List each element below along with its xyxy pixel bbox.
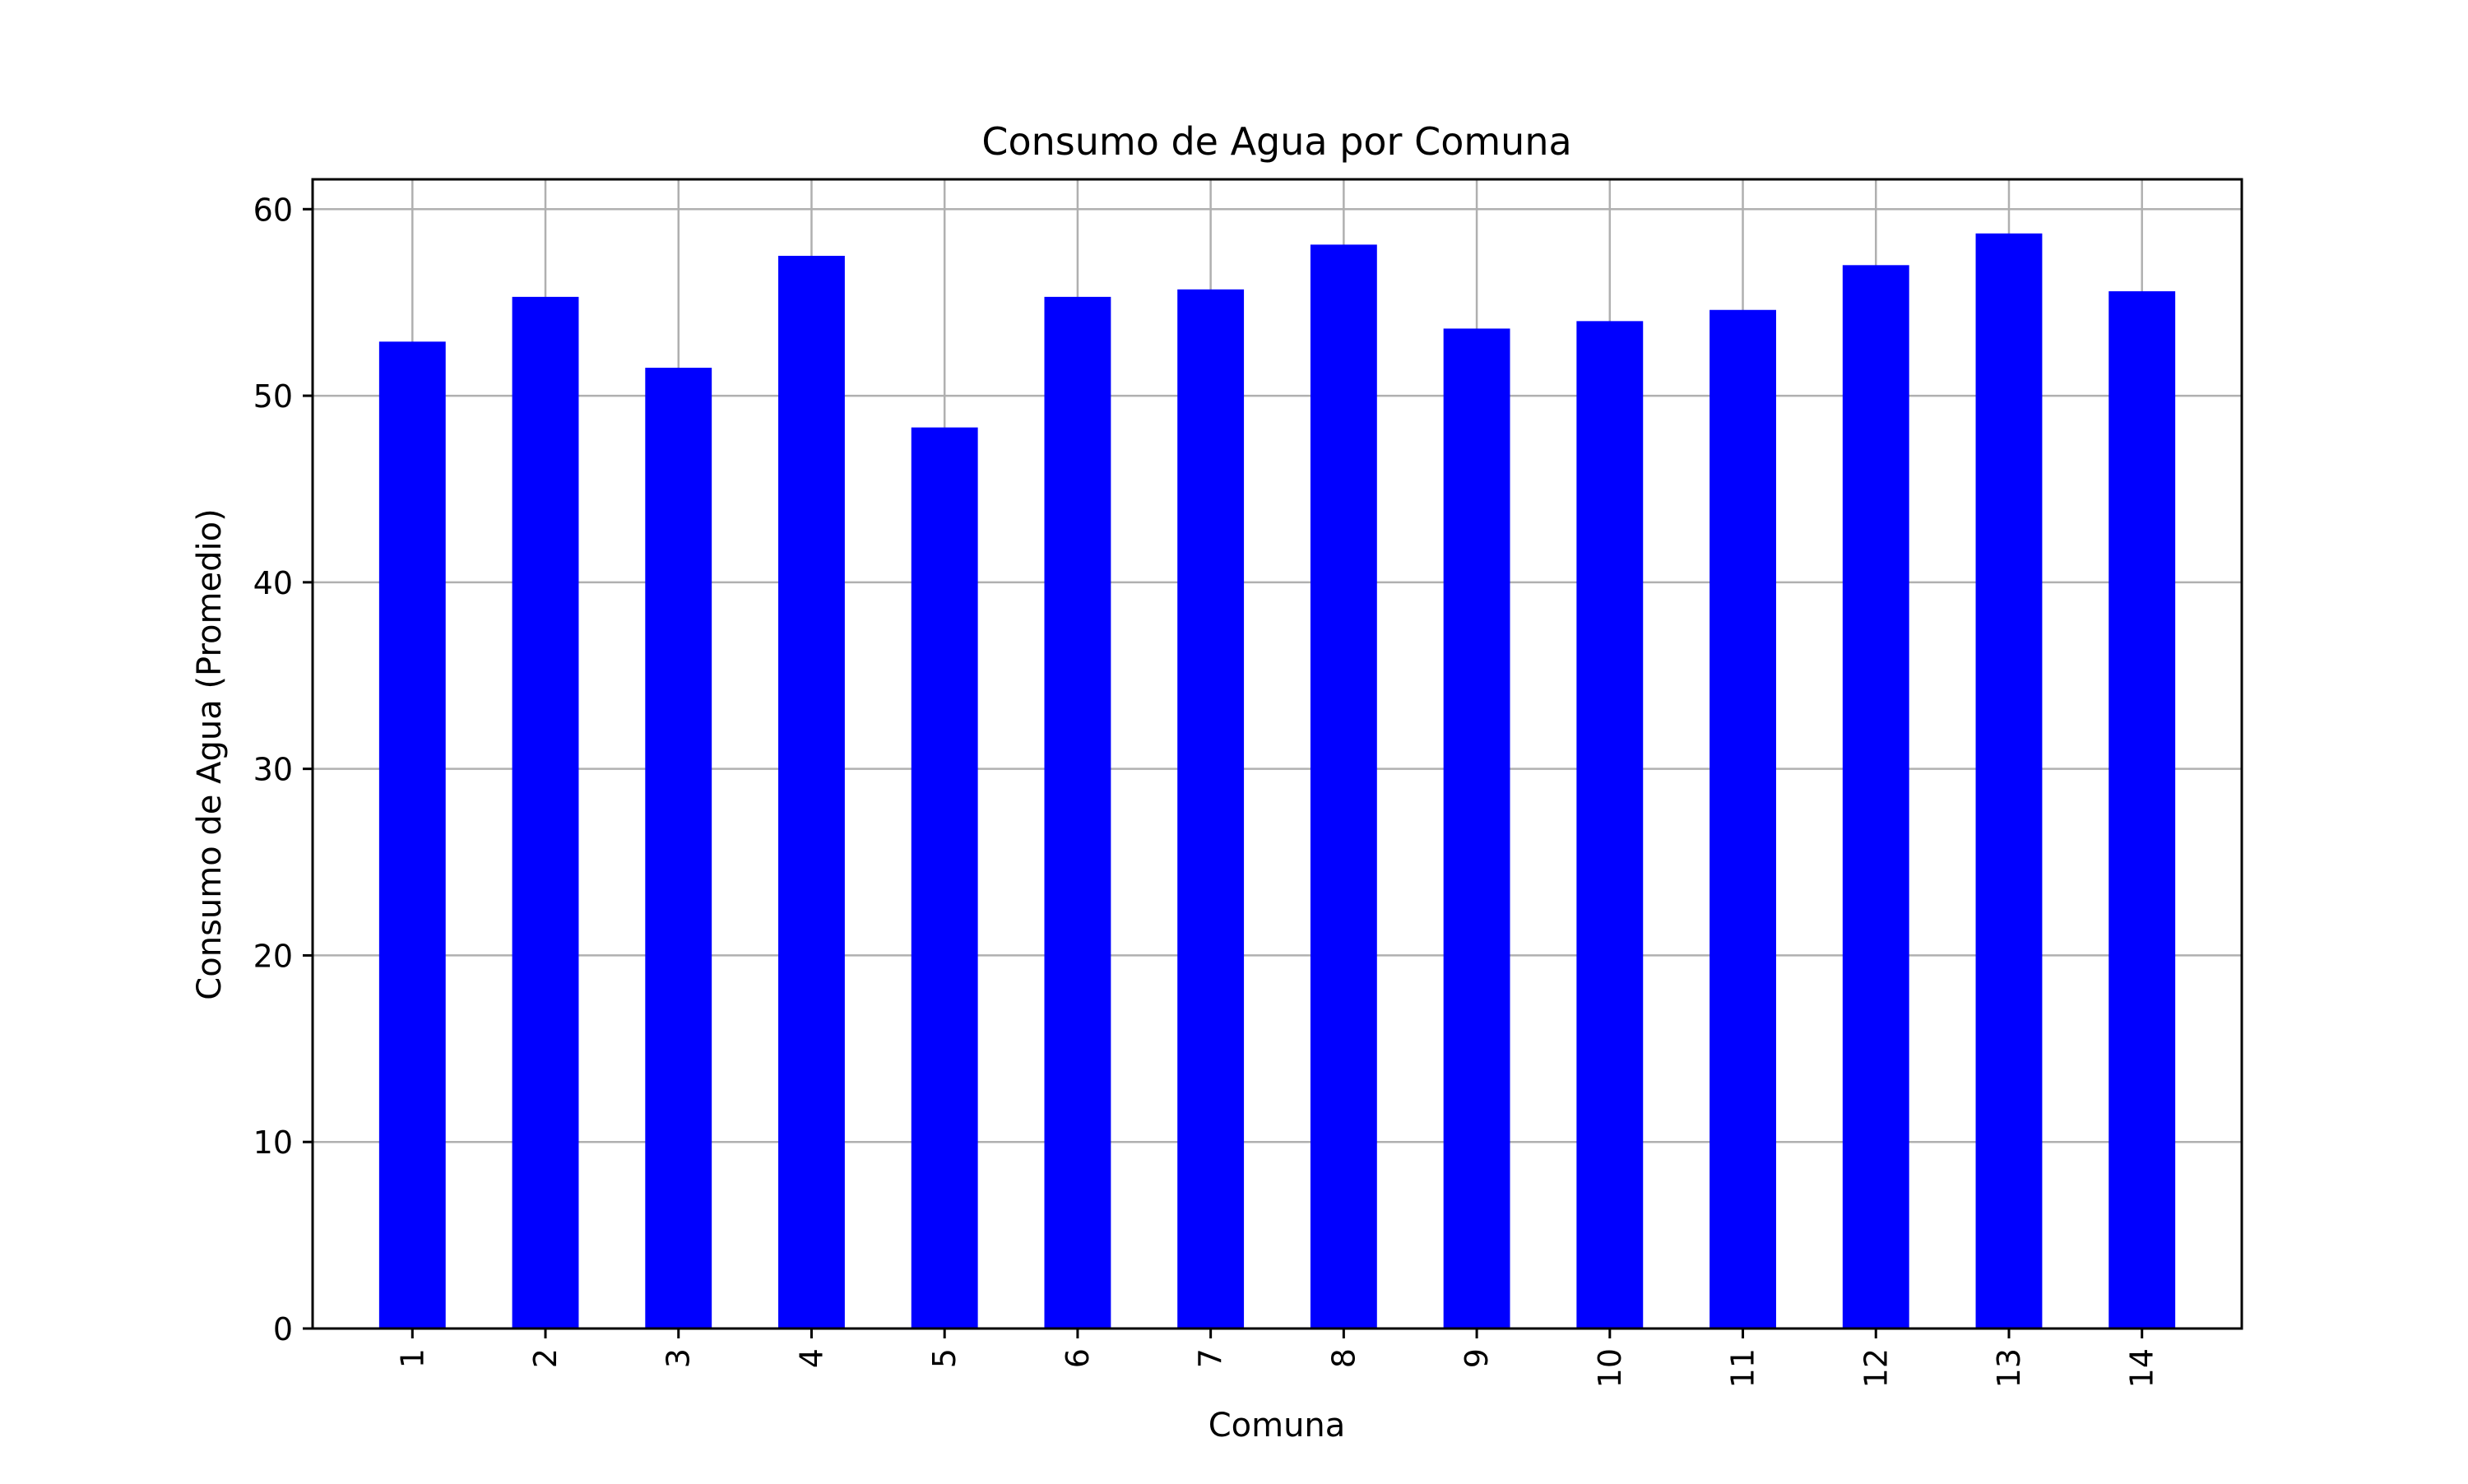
x-axis-label: Comuna (1208, 1407, 1346, 1445)
y-tick-label: 50 (253, 378, 293, 415)
bar-comuna-12 (1842, 265, 1909, 1329)
x-tick-label: 11 (1725, 1348, 1761, 1388)
y-tick-label: 40 (253, 565, 293, 601)
x-tick-label: 8 (1325, 1348, 1362, 1368)
bar-comuna-4 (778, 255, 845, 1329)
y-axis-label: Consumo de Agua (Promedio) (191, 508, 229, 999)
bar-comuna-9 (1443, 328, 1510, 1329)
bar-layer (378, 233, 2176, 1329)
x-tick-label: 5 (926, 1348, 963, 1368)
x-tick-label: 13 (1991, 1348, 2027, 1388)
bar-comuna-7 (1177, 289, 1245, 1329)
plot-frame (311, 178, 2243, 1330)
bar-comuna-3 (645, 368, 712, 1329)
x-tick-label: 6 (1060, 1348, 1096, 1368)
x-tick-label: 10 (1592, 1348, 1628, 1388)
bar-comuna-11 (1710, 309, 1776, 1329)
y-tick-label: 20 (253, 938, 293, 974)
y-tick-label: 30 (253, 752, 293, 788)
x-tick-label: 7 (1193, 1348, 1229, 1368)
y-tick-label: 10 (253, 1125, 293, 1161)
bar-comuna-1 (378, 341, 446, 1329)
x-tick-label: 9 (1459, 1348, 1495, 1368)
bar-comuna-10 (1576, 321, 1644, 1329)
bar-comuna-13 (1975, 233, 2043, 1329)
bar-comuna-6 (1044, 296, 1111, 1329)
x-tick-label: 1 (394, 1348, 430, 1368)
x-tick-label: 12 (1858, 1348, 1894, 1388)
chart-title: Consumo de Agua por Comuna (981, 119, 1571, 164)
bar-comuna-2 (512, 296, 579, 1329)
y-tick-label: 60 (253, 192, 293, 228)
bar-comuna-5 (911, 427, 978, 1329)
bar-comuna-14 (2108, 291, 2176, 1329)
x-tick-label: 2 (527, 1348, 564, 1368)
x-tick-label: 4 (793, 1348, 829, 1368)
x-tick-label: 3 (661, 1348, 697, 1368)
bar-comuna-8 (1310, 244, 1377, 1329)
y-tick-label: 0 (273, 1311, 293, 1347)
x-tick-label: 14 (2124, 1348, 2160, 1388)
